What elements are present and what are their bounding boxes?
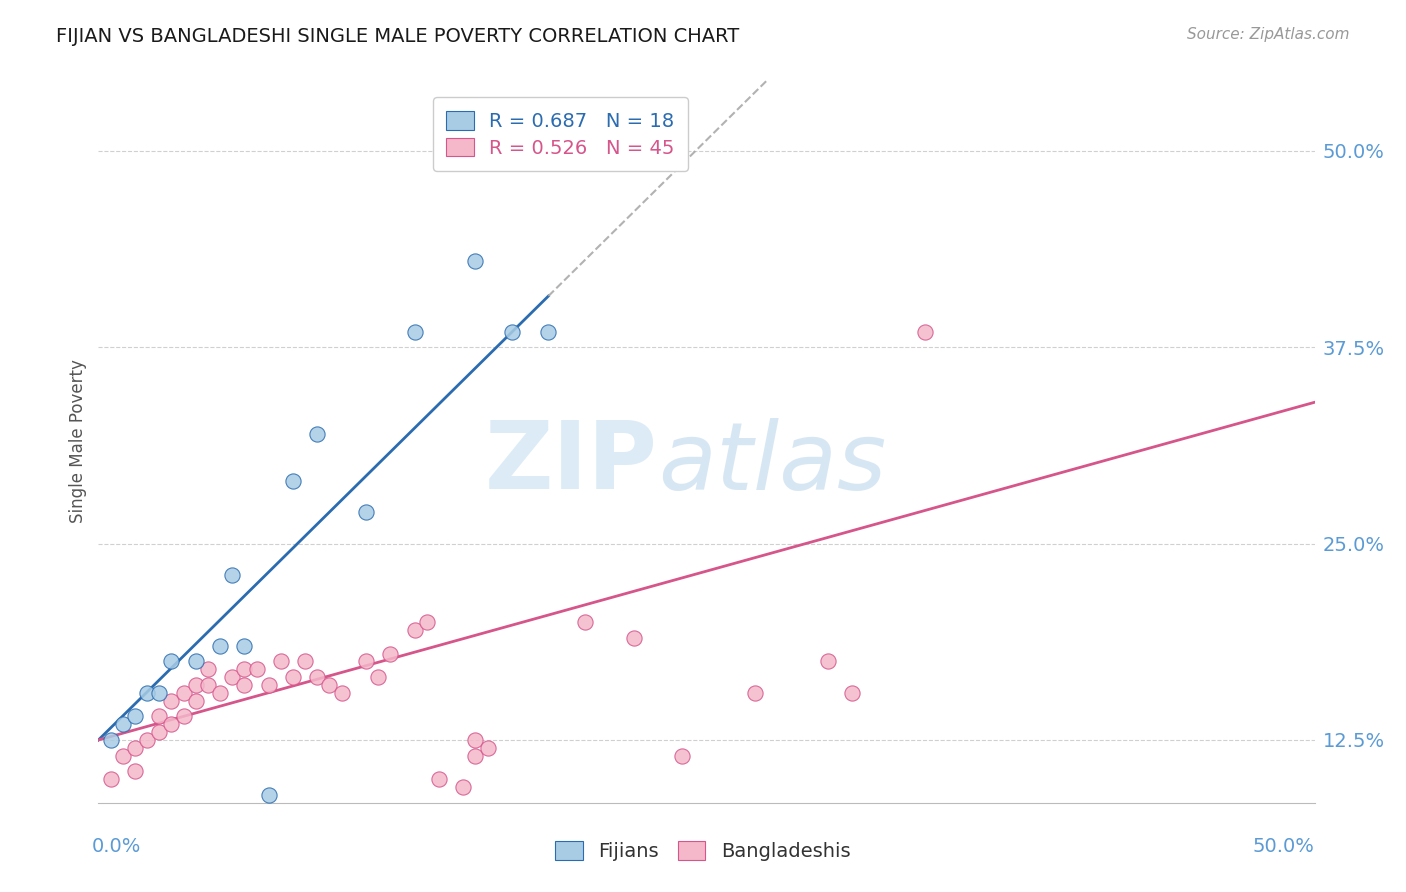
Point <box>111 717 134 731</box>
Point <box>367 670 389 684</box>
Point <box>574 615 596 630</box>
Point <box>257 788 280 802</box>
Point <box>173 709 195 723</box>
Point <box>245 662 267 676</box>
Point <box>330 686 353 700</box>
Point <box>464 733 486 747</box>
Point <box>281 670 304 684</box>
Point <box>744 686 766 700</box>
Point <box>197 678 219 692</box>
Point <box>233 639 256 653</box>
Text: 0.0%: 0.0% <box>91 838 141 856</box>
Point <box>160 717 183 731</box>
Point <box>136 686 159 700</box>
Point <box>184 655 207 669</box>
Point <box>453 780 475 794</box>
Point <box>184 694 207 708</box>
Point <box>281 474 304 488</box>
Point <box>623 631 645 645</box>
Point <box>404 623 426 637</box>
Point <box>817 655 839 669</box>
Point <box>501 325 523 339</box>
Point <box>124 709 146 723</box>
Point <box>197 662 219 676</box>
Point <box>404 325 426 339</box>
Text: 50.0%: 50.0% <box>1253 838 1315 856</box>
Point <box>294 655 316 669</box>
Text: Source: ZipAtlas.com: Source: ZipAtlas.com <box>1187 27 1350 42</box>
Point <box>160 655 183 669</box>
Point <box>173 686 195 700</box>
Point <box>124 764 146 779</box>
Point <box>124 740 146 755</box>
Point <box>209 639 232 653</box>
Point <box>148 686 170 700</box>
Point <box>160 694 183 708</box>
Point <box>841 686 863 700</box>
Point <box>307 426 329 441</box>
Point <box>148 725 170 739</box>
Legend: R = 0.687   N = 18, R = 0.526   N = 45: R = 0.687 N = 18, R = 0.526 N = 45 <box>433 97 689 171</box>
Point <box>477 740 499 755</box>
Point <box>233 678 256 692</box>
Point <box>148 709 170 723</box>
Point <box>354 655 377 669</box>
Point <box>221 670 243 684</box>
Point <box>427 772 450 787</box>
Point <box>537 325 560 339</box>
Point <box>100 772 122 787</box>
Point <box>671 748 693 763</box>
Point <box>257 678 280 692</box>
Point <box>354 505 377 519</box>
Point <box>914 325 936 339</box>
Text: atlas: atlas <box>658 417 886 508</box>
Point <box>221 568 243 582</box>
Point <box>380 647 402 661</box>
Text: FIJIAN VS BANGLADESHI SINGLE MALE POVERTY CORRELATION CHART: FIJIAN VS BANGLADESHI SINGLE MALE POVERT… <box>56 27 740 45</box>
Point <box>307 670 329 684</box>
Point <box>184 678 207 692</box>
Point <box>100 733 122 747</box>
Point <box>209 686 232 700</box>
Text: ZIP: ZIP <box>485 417 658 509</box>
Y-axis label: Single Male Poverty: Single Male Poverty <box>69 359 87 524</box>
Legend: Fijians, Bangladeshis: Fijians, Bangladeshis <box>547 833 859 869</box>
Point <box>464 748 486 763</box>
Point <box>270 655 292 669</box>
Point <box>416 615 439 630</box>
Point <box>111 748 134 763</box>
Point <box>318 678 340 692</box>
Point <box>464 253 486 268</box>
Point <box>233 662 256 676</box>
Point <box>136 733 159 747</box>
